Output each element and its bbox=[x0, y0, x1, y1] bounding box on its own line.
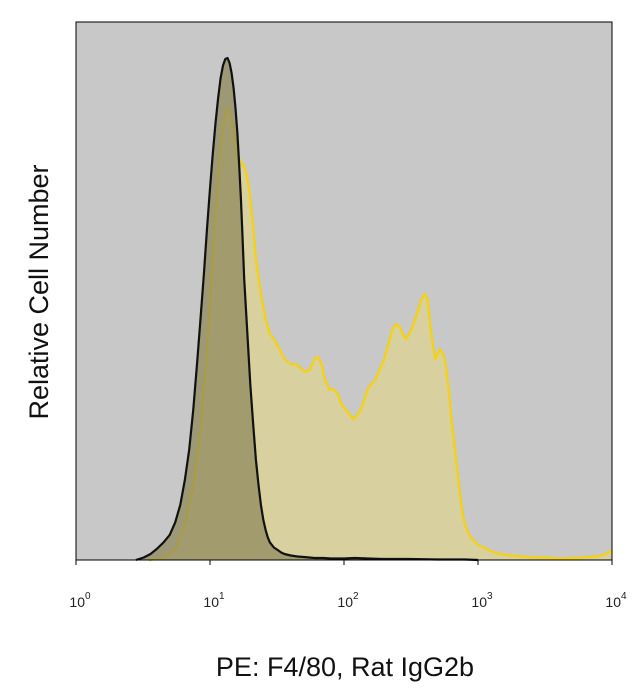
x-axis-label: PE: F4/80, Rat IgG2b bbox=[216, 652, 474, 682]
x-tick-label: 102 bbox=[337, 591, 359, 610]
x-tick-label: 103 bbox=[471, 591, 493, 610]
series-line-isotype bbox=[135, 56, 479, 562]
x-axis-ticks: 100 101 102 103 104 bbox=[69, 560, 627, 610]
series-area-f480 bbox=[148, 108, 612, 560]
x-tick-label: 101 bbox=[203, 591, 225, 610]
series-area-isotype bbox=[135, 58, 478, 560]
series-line-f480 bbox=[148, 107, 613, 562]
x-tick-label: 100 bbox=[69, 591, 91, 610]
series-layer bbox=[135, 56, 613, 562]
y-axis-label: Relative Cell Number bbox=[24, 164, 54, 419]
x-tick-label: 104 bbox=[605, 591, 627, 610]
